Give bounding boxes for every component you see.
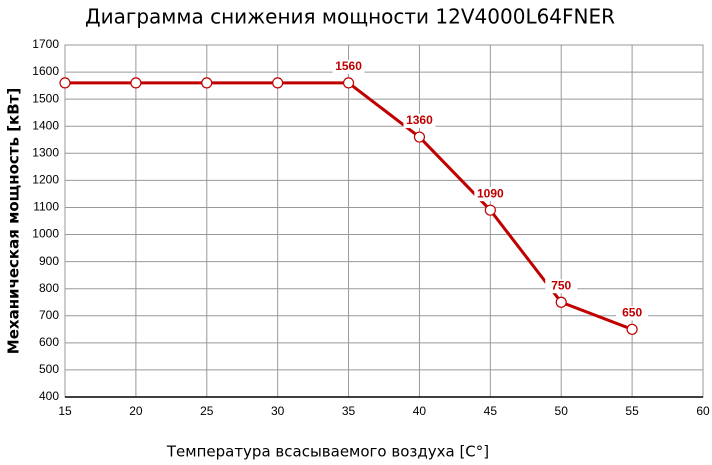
x-axis-label: Температура всасываемого воздуха [C°] — [166, 443, 489, 461]
y-tick-label: 1200 — [32, 173, 59, 187]
label-background — [474, 187, 507, 202]
x-tick-label: 50 — [555, 404, 569, 418]
y-tick-label: 500 — [39, 362, 59, 376]
data-point — [342, 77, 355, 89]
label-background — [616, 306, 649, 321]
label-background — [545, 279, 578, 294]
data-label: 1090 — [477, 186, 504, 200]
y-tick-label: 1000 — [32, 227, 59, 241]
y-tick-label: 800 — [39, 281, 59, 295]
data-point — [626, 323, 638, 335]
x-tick-label: 30 — [271, 404, 285, 418]
y-tick-label: 600 — [39, 335, 59, 349]
x-tick-label: 40 — [413, 404, 427, 418]
data-point — [484, 204, 496, 216]
label-background — [332, 59, 365, 74]
x-tick-label: 60 — [696, 404, 710, 418]
x-tick-label: 20 — [129, 404, 143, 418]
y-tick-label: 400 — [39, 389, 59, 403]
x-tick-label: 55 — [625, 404, 639, 418]
x-tick-label: 15 — [58, 404, 72, 418]
y-tick-label: 1500 — [32, 91, 59, 105]
data-point — [201, 77, 213, 89]
chart-title: Диаграмма снижения мощности 12V4000L64FN… — [85, 5, 615, 29]
data-point — [272, 77, 284, 89]
data-label: 1560 — [335, 59, 362, 73]
x-tick-label: 35 — [342, 404, 356, 418]
y-tick-label: 1400 — [32, 118, 59, 132]
y-tick-label: 1100 — [33, 200, 59, 214]
y-tick-label: 1700 — [32, 37, 59, 51]
data-label: 650 — [622, 305, 642, 319]
y-axis-label: Механическая мощность [кВт] — [5, 88, 23, 354]
y-tick-label: 1300 — [32, 145, 59, 159]
y-tick-label: 900 — [39, 254, 59, 268]
data-point — [59, 77, 71, 89]
data-label: 750 — [551, 278, 571, 292]
y-tick-label: 1600 — [32, 64, 59, 78]
label-background — [403, 114, 436, 129]
data-point — [130, 77, 142, 89]
y-tick-label: 700 — [39, 308, 59, 322]
plot-area — [64, 44, 704, 398]
data-label: 1360 — [406, 113, 433, 127]
data-point — [555, 296, 567, 308]
data-point — [413, 131, 426, 143]
x-tick-label: 25 — [200, 404, 214, 418]
x-tick-label: 45 — [484, 404, 498, 418]
